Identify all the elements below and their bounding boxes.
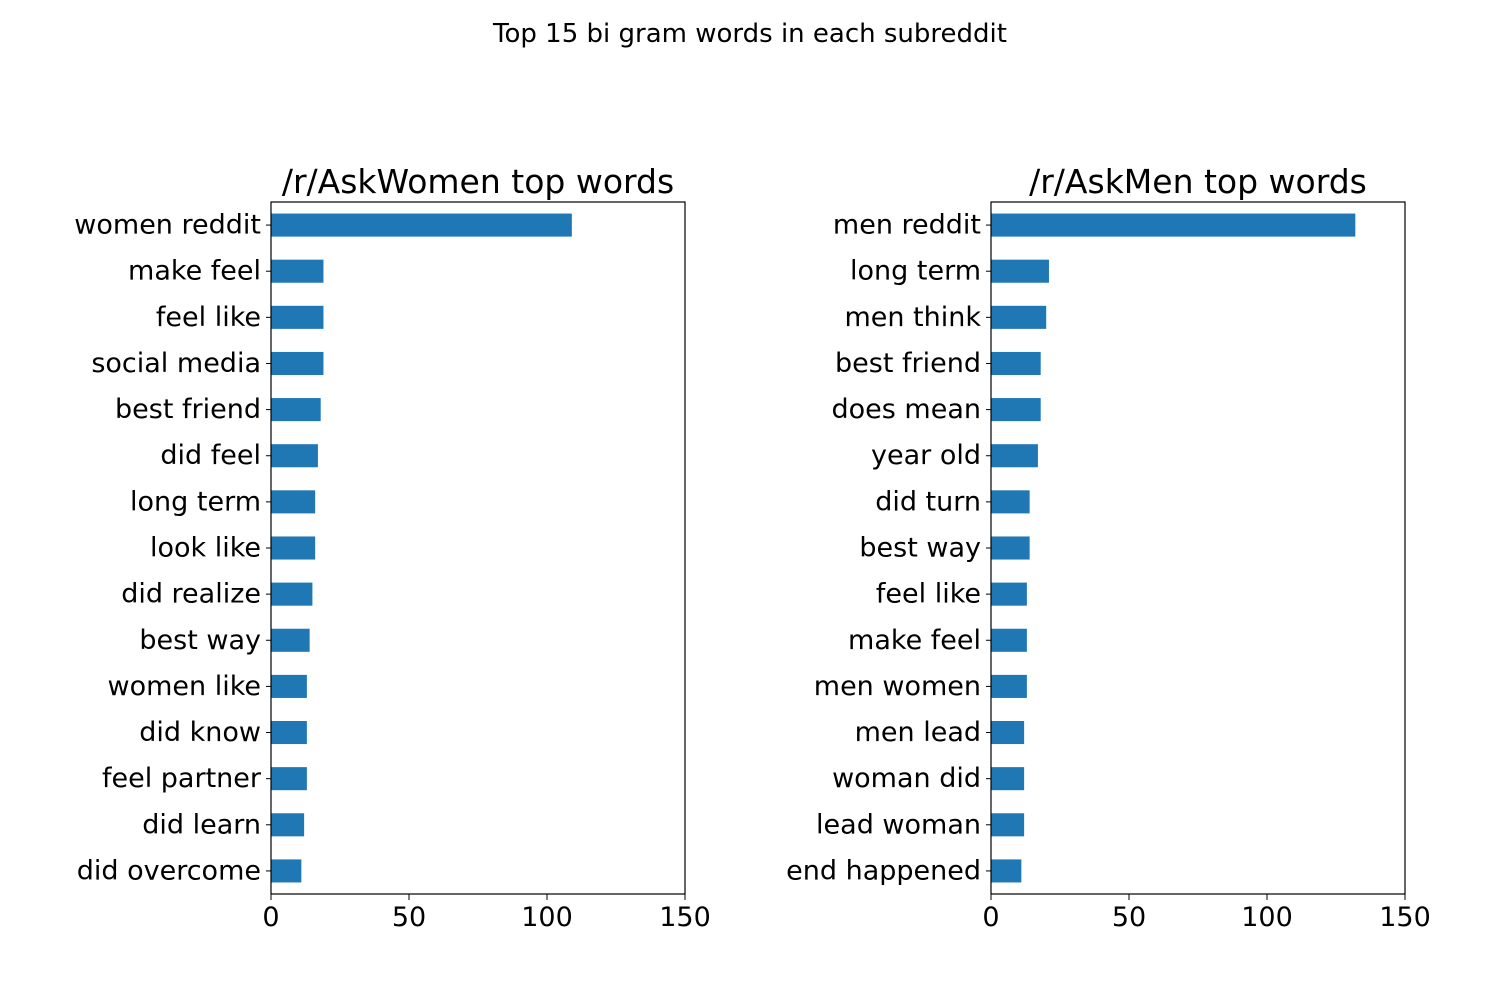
chart-title: /r/AskWomen top words — [282, 162, 674, 201]
bar — [271, 628, 310, 652]
bar — [271, 721, 307, 745]
category-label: woman did — [832, 763, 981, 794]
category-label: long term — [850, 256, 981, 287]
bar — [991, 490, 1030, 514]
category-label: feel like — [156, 302, 261, 333]
bar — [991, 767, 1025, 791]
bar — [271, 674, 307, 698]
bar — [271, 305, 324, 329]
bar — [271, 859, 302, 883]
x-tick-label: 0 — [262, 902, 279, 933]
category-label: does mean — [832, 394, 982, 425]
category-label: best friend — [115, 394, 261, 425]
bar — [991, 444, 1038, 468]
category-label: long term — [130, 486, 261, 517]
bar — [271, 213, 572, 237]
bar — [991, 813, 1025, 837]
bar — [991, 351, 1041, 375]
axes-frame — [990, 201, 1406, 895]
category-label: look like — [150, 533, 261, 564]
bar — [991, 582, 1027, 606]
bar — [271, 398, 321, 422]
category-label: women reddit — [74, 210, 261, 241]
x-tick-label: 100 — [521, 902, 573, 933]
bar — [271, 582, 313, 606]
bar — [271, 536, 316, 560]
chart-panel-0: /r/AskWomen top words women reddit make fe… — [74, 162, 710, 933]
bar — [271, 259, 324, 283]
bar — [271, 444, 318, 468]
bar — [991, 721, 1025, 745]
category-label: end happened — [786, 855, 981, 886]
bar — [271, 490, 316, 514]
x-tick-label: 150 — [1379, 902, 1431, 933]
figure-title: Top 15 bi gram words in each subreddit — [492, 19, 1007, 49]
category-label: make feel — [848, 625, 981, 656]
category-label: year old — [871, 440, 981, 471]
category-label: best way — [139, 625, 261, 656]
category-label: men reddit — [833, 210, 981, 241]
category-label: best friend — [835, 348, 981, 379]
bar — [991, 213, 1356, 237]
category-label: lead woman — [816, 809, 981, 840]
category-label: did turn — [875, 486, 981, 517]
category-label: men think — [844, 302, 981, 333]
bar — [991, 536, 1030, 560]
category-label: men women — [814, 671, 981, 702]
x-tick-label: 150 — [659, 902, 711, 933]
category-label: women like — [108, 671, 262, 702]
category-label: did overcome — [77, 855, 261, 886]
bar — [991, 259, 1049, 283]
bar — [991, 398, 1041, 422]
x-tick-label: 0 — [982, 902, 999, 933]
axes-frame — [270, 201, 686, 895]
bar — [271, 813, 305, 837]
x-tick-label: 100 — [1241, 902, 1293, 933]
category-label: did realize — [121, 579, 261, 610]
category-label: feel partner — [102, 763, 262, 794]
category-label: did learn — [142, 809, 261, 840]
category-label: did feel — [160, 440, 261, 471]
category-label: feel like — [876, 579, 981, 610]
bar — [991, 628, 1027, 652]
bar — [991, 859, 1022, 883]
x-tick-label: 50 — [392, 902, 426, 933]
bar — [271, 351, 324, 375]
chart-title: /r/AskMen top words — [1029, 162, 1367, 201]
bar — [991, 305, 1047, 329]
bar — [991, 674, 1027, 698]
bar — [271, 767, 307, 791]
category-label: best way — [859, 533, 981, 564]
category-label: social media — [91, 348, 261, 379]
chart-panel-1: /r/AskMen top words men reddit long term me… — [786, 162, 1431, 933]
category-label: make feel — [128, 256, 261, 287]
category-label: did know — [139, 717, 261, 748]
x-tick-label: 50 — [1112, 902, 1146, 933]
category-label: men lead — [855, 717, 981, 748]
